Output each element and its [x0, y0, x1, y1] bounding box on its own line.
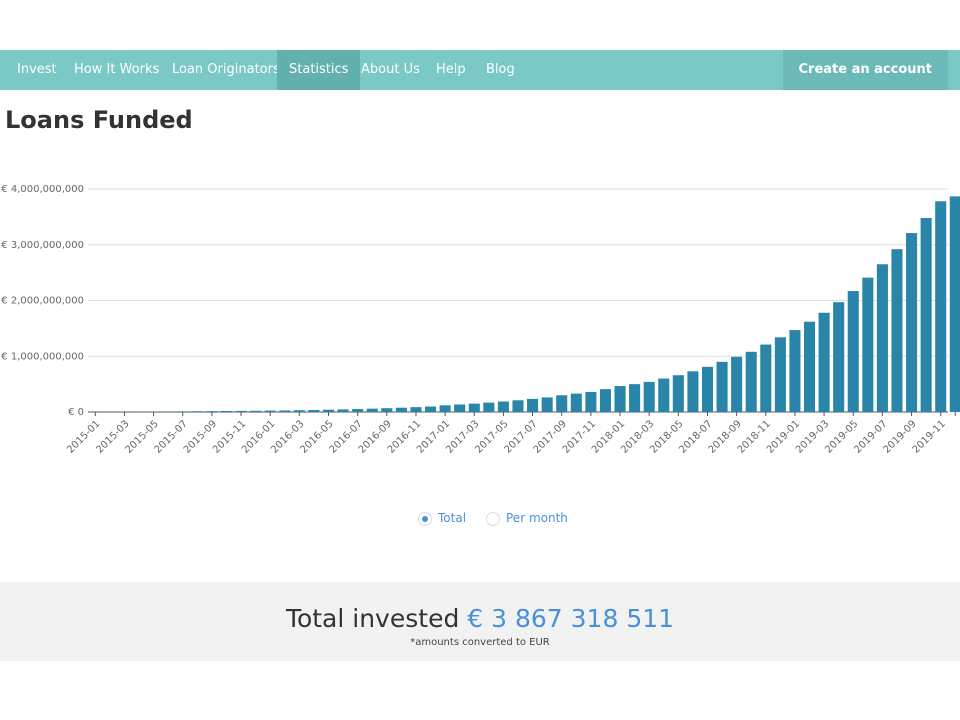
bar	[774, 337, 786, 412]
footnote: *amounts converted to EUR	[410, 637, 550, 648]
y-tick-label: € 3,000,000,000	[1, 240, 84, 251]
bar	[425, 406, 437, 412]
y-tick-label: € 4,000,000,000	[1, 184, 84, 195]
bar	[395, 407, 407, 412]
bar	[585, 391, 597, 412]
bar	[920, 217, 932, 412]
bar	[833, 302, 845, 412]
bar	[483, 402, 495, 412]
bar	[366, 408, 378, 412]
bar	[410, 407, 422, 412]
bar	[614, 386, 626, 412]
bar	[308, 409, 320, 412]
bar	[629, 384, 641, 412]
bar	[177, 411, 189, 412]
nav-item[interactable]: Statistics	[277, 50, 361, 90]
bar	[206, 411, 218, 412]
bar	[643, 381, 655, 412]
bar	[162, 411, 174, 412]
bar	[381, 408, 393, 412]
radio-button[interactable]	[418, 511, 432, 526]
bar	[556, 395, 568, 412]
y-tick-label: € 2,000,000,000	[1, 296, 84, 307]
chart: € 0 € 1,000,000,000 € 2,000,000,000 € 3,000…	[1, 184, 960, 456]
bar	[658, 378, 670, 412]
bar	[876, 264, 888, 412]
bar	[847, 291, 859, 412]
radio-label[interactable]: Per month	[506, 511, 568, 525]
y-tick-label: € 0	[68, 407, 84, 418]
bar	[235, 410, 247, 412]
nav-item[interactable]: Invest	[17, 62, 57, 77]
bar	[862, 277, 874, 412]
bar	[745, 351, 757, 412]
bar	[599, 389, 611, 412]
bar	[322, 409, 335, 412]
bar	[687, 371, 699, 412]
bar	[293, 410, 305, 412]
radio-button[interactable]	[486, 511, 500, 526]
nav-item[interactable]: Blog	[486, 62, 515, 77]
bar	[935, 201, 947, 412]
radio-option[interactable]: Total	[418, 508, 466, 528]
total-invested: Total invested € 3 867 318 511	[0, 604, 960, 633]
nav-item[interactable]: Help	[436, 62, 466, 77]
bar	[264, 410, 276, 412]
create-account-button[interactable]: Create an account	[782, 50, 948, 90]
total-amount: € 3 867 318 511	[467, 604, 675, 633]
bar	[731, 356, 743, 412]
bar	[512, 400, 524, 412]
bar	[220, 410, 233, 412]
bar	[716, 361, 728, 412]
bar	[454, 404, 466, 412]
bar	[891, 249, 903, 412]
radio-label[interactable]: Total	[438, 511, 467, 525]
bar	[570, 393, 582, 412]
bar	[789, 330, 801, 412]
bar	[191, 411, 203, 412]
bar	[468, 403, 480, 412]
bar	[250, 410, 262, 412]
bar	[818, 312, 830, 412]
bar	[337, 409, 349, 412]
bar	[803, 321, 816, 412]
bar	[527, 398, 539, 412]
nav-item[interactable]: How It Works	[74, 62, 160, 77]
bar	[352, 409, 364, 412]
total-label: Total invested	[285, 604, 460, 633]
bar	[760, 344, 772, 412]
view-options: Total Per month	[0, 508, 960, 528]
bar	[906, 233, 918, 412]
bar	[439, 405, 451, 412]
bar	[279, 410, 291, 412]
footer: Total invested € 3 867 318 511 *amounts …	[0, 582, 960, 661]
bar	[949, 196, 960, 412]
y-tick-label: € 1,000,000,000	[1, 351, 84, 362]
bar	[541, 397, 553, 412]
nav-item[interactable]: About Us	[361, 62, 420, 77]
bar	[701, 366, 714, 412]
nav-item[interactable]: Loan Originators	[172, 62, 280, 77]
nav-bar: Create an account Invest How It Works Loan…	[0, 50, 960, 90]
radio-option[interactable]: Per month	[486, 508, 568, 528]
bar	[672, 375, 684, 412]
bar	[497, 401, 509, 412]
page-title: Loans Funded	[5, 106, 193, 134]
